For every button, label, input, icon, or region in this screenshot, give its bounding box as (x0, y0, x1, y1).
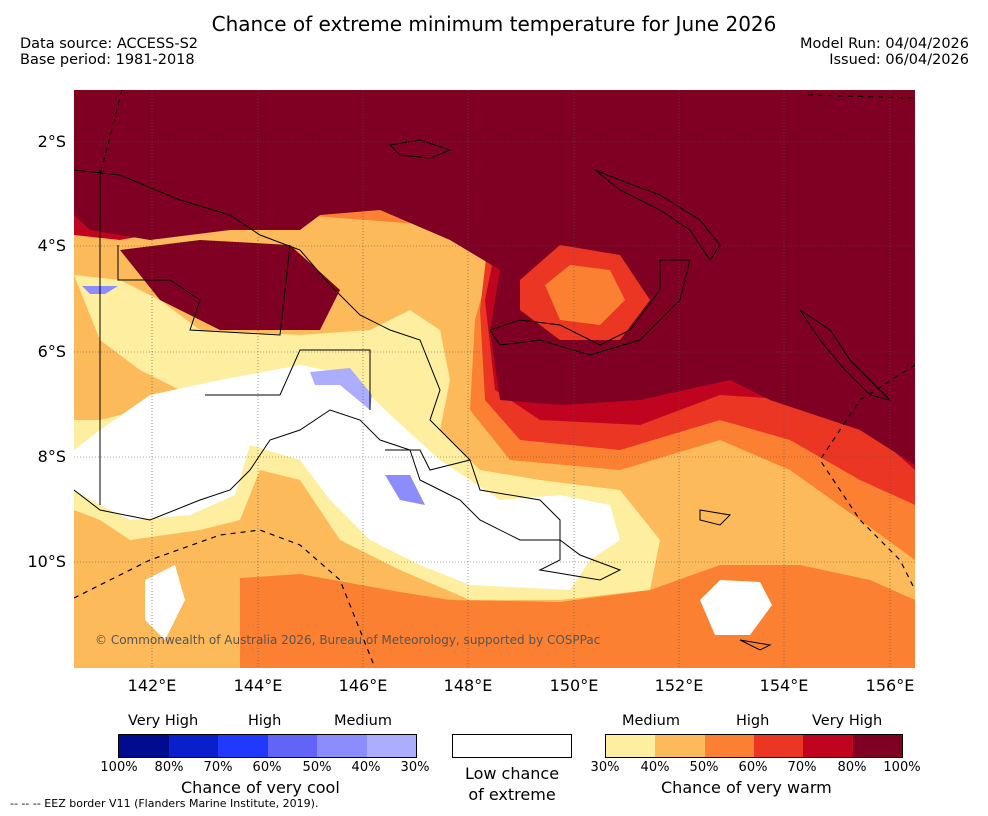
cool-patch-central (310, 368, 372, 410)
model-run: Model Run: 04/04/2026 (799, 36, 969, 52)
data-source: Data source: ACCESS-S2 (20, 36, 199, 52)
swatch (803, 735, 853, 757)
lon-label: 146°E (338, 676, 388, 695)
lat-label: 10°S (27, 552, 66, 571)
eez-borders (74, 90, 915, 668)
copyright-text: © Commonwealth of Australia 2026, Bureau… (95, 633, 601, 647)
warm-tick: 80% (837, 760, 867, 775)
lon-label: 142°E (127, 676, 177, 695)
map-title: Chance of extreme minimum temperature fo… (211, 12, 777, 36)
swatch (852, 735, 902, 757)
swatch (606, 735, 656, 757)
lon-label: 144°E (233, 676, 283, 695)
warm-tick: 40% (640, 760, 670, 775)
issued-date: Issued: 06/04/2026 (829, 52, 969, 68)
lon-label: 148°E (443, 676, 493, 695)
cool-tick: 100% (100, 760, 138, 775)
warm-pocket-east-inner (545, 265, 625, 325)
lon-label: 154°E (759, 676, 809, 695)
land-borders (99, 170, 471, 505)
cool-tick: 60% (252, 760, 282, 775)
graticule (74, 90, 915, 668)
swatch (366, 735, 416, 757)
lat-label: 8°S (37, 447, 66, 466)
low-chance-caption-2: of extreme (468, 785, 556, 804)
cool-category: Medium (334, 713, 392, 729)
band-80-100 (74, 90, 915, 465)
band-80-100-west (120, 240, 340, 330)
cool-colorbar (118, 734, 417, 758)
lon-label: 152°E (654, 676, 704, 695)
warm-tick: 30% (590, 760, 620, 775)
cool-tick: 30% (400, 760, 430, 775)
swatch (704, 735, 754, 757)
lat-label: 2°S (37, 132, 66, 151)
cool-tick: 50% (302, 760, 332, 775)
warm-tick: 100% (883, 760, 921, 775)
lon-label: 156°E (865, 676, 915, 695)
cool-tick: 40% (351, 760, 381, 775)
cool-tick: 70% (203, 760, 233, 775)
base-period: Base period: 1981-2018 (20, 52, 195, 68)
low-chance-swatch (452, 734, 572, 758)
warm-category: Very High (812, 713, 883, 729)
low-chance-region-se (700, 580, 772, 635)
warm-category: High (736, 713, 770, 729)
warm-caption: Chance of very warm (661, 778, 832, 797)
cool-category: High (248, 713, 282, 729)
swatch (168, 735, 218, 757)
warm-tick: 60% (738, 760, 768, 775)
low-chance-caption-1: Low chance (464, 764, 560, 783)
warm-tick: 70% (787, 760, 817, 775)
cool-caption: Chance of very cool (181, 778, 340, 797)
warm-tick: 50% (689, 760, 719, 775)
cool-category: Very High (128, 713, 199, 729)
lat-label: 4°S (37, 236, 66, 255)
swatch (267, 735, 317, 757)
low-chance-region-nw (145, 565, 185, 640)
swatch (317, 735, 367, 757)
cool-tick: 80% (154, 760, 184, 775)
eez-note: -- -- -- EEZ border V11 (Flanders Marine… (10, 797, 319, 810)
warm-colorbar (605, 734, 903, 758)
swatch (218, 735, 268, 757)
low-chance-region (74, 365, 620, 590)
swatch (655, 735, 705, 757)
warm-category: Medium (622, 713, 680, 729)
swatch (119, 735, 169, 757)
lat-label: 6°S (37, 342, 66, 361)
cool-patch-south (385, 475, 425, 505)
swatch (753, 735, 804, 757)
lon-label: 150°E (549, 676, 599, 695)
